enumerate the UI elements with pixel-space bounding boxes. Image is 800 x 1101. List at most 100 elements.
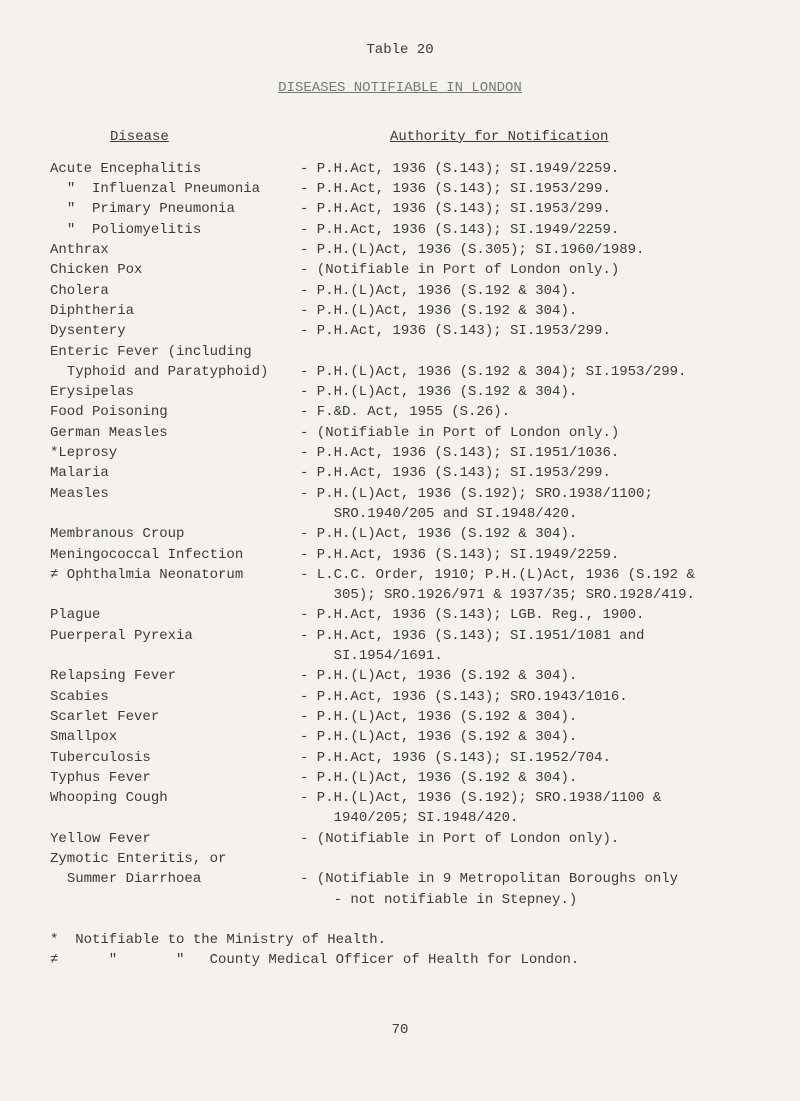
disease-cell: Cholera: [50, 281, 300, 301]
authority-cell: - P.H.(L)Act, 1936 (S.192 & 304).: [300, 768, 750, 788]
disease-cell: Plague: [50, 605, 300, 625]
footnote-line: * Notifiable to the Ministry of Health.: [50, 930, 750, 950]
table-row: Summer Diarrhoea- (Notifiable in 9 Metro…: [50, 869, 750, 910]
disease-cell: Zymotic Enteritis, or: [50, 849, 300, 869]
table-row: Typhoid and Paratyphoid)- P.H.(L)Act, 19…: [50, 362, 750, 382]
disease-cell: Acute Encephalitis: [50, 159, 300, 179]
disease-cell: Dysentery: [50, 321, 300, 341]
table-row: Zymotic Enteritis, or: [50, 849, 750, 869]
disease-cell: Measles: [50, 484, 300, 504]
disease-cell: Malaria: [50, 463, 300, 483]
authority-cell: - P.H.(L)Act, 1936 (S.305); SI.1960/1989…: [300, 240, 750, 260]
table-row: Meningococcal Infection- P.H.Act, 1936 (…: [50, 545, 750, 565]
table-row: Erysipelas- P.H.(L)Act, 1936 (S.192 & 30…: [50, 382, 750, 402]
disease-cell: Meningococcal Infection: [50, 545, 300, 565]
table-row: Puerperal Pyrexia- P.H.Act, 1936 (S.143)…: [50, 626, 750, 667]
authority-cell: - (Notifiable in 9 Metropolitan Boroughs…: [300, 869, 750, 910]
disease-cell: " Influenzal Pneumonia: [50, 179, 300, 199]
table-row: Anthrax- P.H.(L)Act, 1936 (S.305); SI.19…: [50, 240, 750, 260]
authority-cell: - P.H.(L)Act, 1936 (S.192); SRO.1938/110…: [300, 788, 750, 829]
table-row: German Measles- (Notifiable in Port of L…: [50, 423, 750, 443]
table-row: Food Poisoning- F.&D. Act, 1955 (S.26).: [50, 402, 750, 422]
table-row: Diphtheria- P.H.(L)Act, 1936 (S.192 & 30…: [50, 301, 750, 321]
table-row: Enteric Fever (including: [50, 342, 750, 362]
table-body: Acute Encephalitis- P.H.Act, 1936 (S.143…: [50, 159, 750, 910]
table-row: Relapsing Fever- P.H.(L)Act, 1936 (S.192…: [50, 666, 750, 686]
footnotes: * Notifiable to the Ministry of Health. …: [50, 930, 750, 971]
disease-cell: Whooping Cough: [50, 788, 300, 808]
authority-cell: - P.H.Act, 1936 (S.143); SI.1949/2259.: [300, 220, 750, 240]
disease-cell: " Primary Pneumonia: [50, 199, 300, 219]
disease-cell: Typhus Fever: [50, 768, 300, 788]
table-row: Measles- P.H.(L)Act, 1936 (S.192); SRO.1…: [50, 484, 750, 525]
table-row: Yellow Fever- (Notifiable in Port of Lon…: [50, 829, 750, 849]
table-row: Malaria- P.H.Act, 1936 (S.143); SI.1953/…: [50, 463, 750, 483]
authority-cell: - L.C.C. Order, 1910; P.H.(L)Act, 1936 (…: [300, 565, 750, 606]
disease-cell: Anthrax: [50, 240, 300, 260]
disease-cell: ≠ Ophthalmia Neonatorum: [50, 565, 300, 585]
table-row: " Influenzal Pneumonia- P.H.Act, 1936 (S…: [50, 179, 750, 199]
table-row: " Poliomyelitis- P.H.Act, 1936 (S.143); …: [50, 220, 750, 240]
authority-cell: - P.H.(L)Act, 1936 (S.192 & 304).: [300, 524, 750, 544]
authority-cell: - P.H.Act, 1936 (S.143); SI.1953/299.: [300, 321, 750, 341]
table-row: Smallpox- P.H.(L)Act, 1936 (S.192 & 304)…: [50, 727, 750, 747]
authority-cell: - P.H.Act, 1936 (S.143); SI.1953/299.: [300, 179, 750, 199]
authority-cell: - P.H.Act, 1936 (S.143); SRO.1943/1016.: [300, 687, 750, 707]
authority-cell: - P.H.(L)Act, 1936 (S.192 & 304).: [300, 301, 750, 321]
disease-cell: Scabies: [50, 687, 300, 707]
authority-cell: - P.H.(L)Act, 1936 (S.192 & 304).: [300, 382, 750, 402]
footnote-line: ≠ " " County Medical Officer of Health f…: [50, 950, 750, 970]
authority-cell: - P.H.(L)Act, 1936 (S.192 & 304).: [300, 727, 750, 747]
disease-cell: Typhoid and Paratyphoid): [50, 362, 300, 382]
authority-cell: - P.H.Act, 1936 (S.143); SI.1953/299.: [300, 463, 750, 483]
authority-cell: - P.H.Act, 1936 (S.143); SI.1949/2259.: [300, 545, 750, 565]
disease-cell: Membranous Croup: [50, 524, 300, 544]
authority-cell: - P.H.(L)Act, 1936 (S.192 & 304); SI.195…: [300, 362, 750, 382]
authority-cell: - P.H.Act, 1936 (S.143); SI.1951/1036.: [300, 443, 750, 463]
disease-cell: Smallpox: [50, 727, 300, 747]
table-row: Plague- P.H.Act, 1936 (S.143); LGB. Reg.…: [50, 605, 750, 625]
disease-cell: Erysipelas: [50, 382, 300, 402]
disease-cell: Food Poisoning: [50, 402, 300, 422]
disease-cell: " Poliomyelitis: [50, 220, 300, 240]
table-row: Chicken Pox- (Notifiable in Port of Lond…: [50, 260, 750, 280]
disease-cell: Summer Diarrhoea: [50, 869, 300, 889]
disease-cell: *Leprosy: [50, 443, 300, 463]
table-row: ≠ Ophthalmia Neonatorum- L.C.C. Order, 1…: [50, 565, 750, 606]
page-number: 70: [50, 1020, 750, 1040]
table-row: Scabies- P.H.Act, 1936 (S.143); SRO.1943…: [50, 687, 750, 707]
authority-cell: - (Notifiable in Port of London only).: [300, 829, 750, 849]
table-row: Typhus Fever- P.H.(L)Act, 1936 (S.192 & …: [50, 768, 750, 788]
authority-cell: - F.&D. Act, 1955 (S.26).: [300, 402, 750, 422]
authority-cell: - P.H.(L)Act, 1936 (S.192 & 304).: [300, 666, 750, 686]
disease-cell: Chicken Pox: [50, 260, 300, 280]
disease-cell: Enteric Fever (including: [50, 342, 300, 362]
table-title: DISEASES NOTIFIABLE IN LONDON: [50, 78, 750, 98]
authority-cell: - P.H.Act, 1936 (S.143); LGB. Reg., 1900…: [300, 605, 750, 625]
table-row: Scarlet Fever- P.H.(L)Act, 1936 (S.192 &…: [50, 707, 750, 727]
authority-cell: - P.H.Act, 1936 (S.143); SI.1953/299.: [300, 199, 750, 219]
table-row: *Leprosy- P.H.Act, 1936 (S.143); SI.1951…: [50, 443, 750, 463]
table-row: Cholera- P.H.(L)Act, 1936 (S.192 & 304).: [50, 281, 750, 301]
column-headers: Disease Authority for Notification: [50, 127, 750, 147]
table-number: Table 20: [50, 40, 750, 60]
table-row: Membranous Croup- P.H.(L)Act, 1936 (S.19…: [50, 524, 750, 544]
header-disease: Disease: [50, 127, 390, 147]
disease-cell: Yellow Fever: [50, 829, 300, 849]
table-row: Whooping Cough- P.H.(L)Act, 1936 (S.192)…: [50, 788, 750, 829]
authority-cell: - P.H.Act, 1936 (S.143); SI.1952/704.: [300, 748, 750, 768]
authority-cell: - P.H.Act, 1936 (S.143); SI.1951/1081 an…: [300, 626, 750, 667]
header-authority: Authority for Notification: [390, 127, 750, 147]
table-row: Acute Encephalitis- P.H.Act, 1936 (S.143…: [50, 159, 750, 179]
disease-cell: Relapsing Fever: [50, 666, 300, 686]
disease-cell: German Measles: [50, 423, 300, 443]
authority-cell: - P.H.Act, 1936 (S.143); SI.1949/2259.: [300, 159, 750, 179]
table-row: " Primary Pneumonia- P.H.Act, 1936 (S.14…: [50, 199, 750, 219]
disease-cell: Scarlet Fever: [50, 707, 300, 727]
authority-cell: - (Notifiable in Port of London only.): [300, 423, 750, 443]
disease-cell: Tuberculosis: [50, 748, 300, 768]
authority-cell: - P.H.(L)Act, 1936 (S.192 & 304).: [300, 707, 750, 727]
authority-cell: - P.H.(L)Act, 1936 (S.192 & 304).: [300, 281, 750, 301]
table-row: Tuberculosis- P.H.Act, 1936 (S.143); SI.…: [50, 748, 750, 768]
authority-cell: - P.H.(L)Act, 1936 (S.192); SRO.1938/110…: [300, 484, 750, 525]
